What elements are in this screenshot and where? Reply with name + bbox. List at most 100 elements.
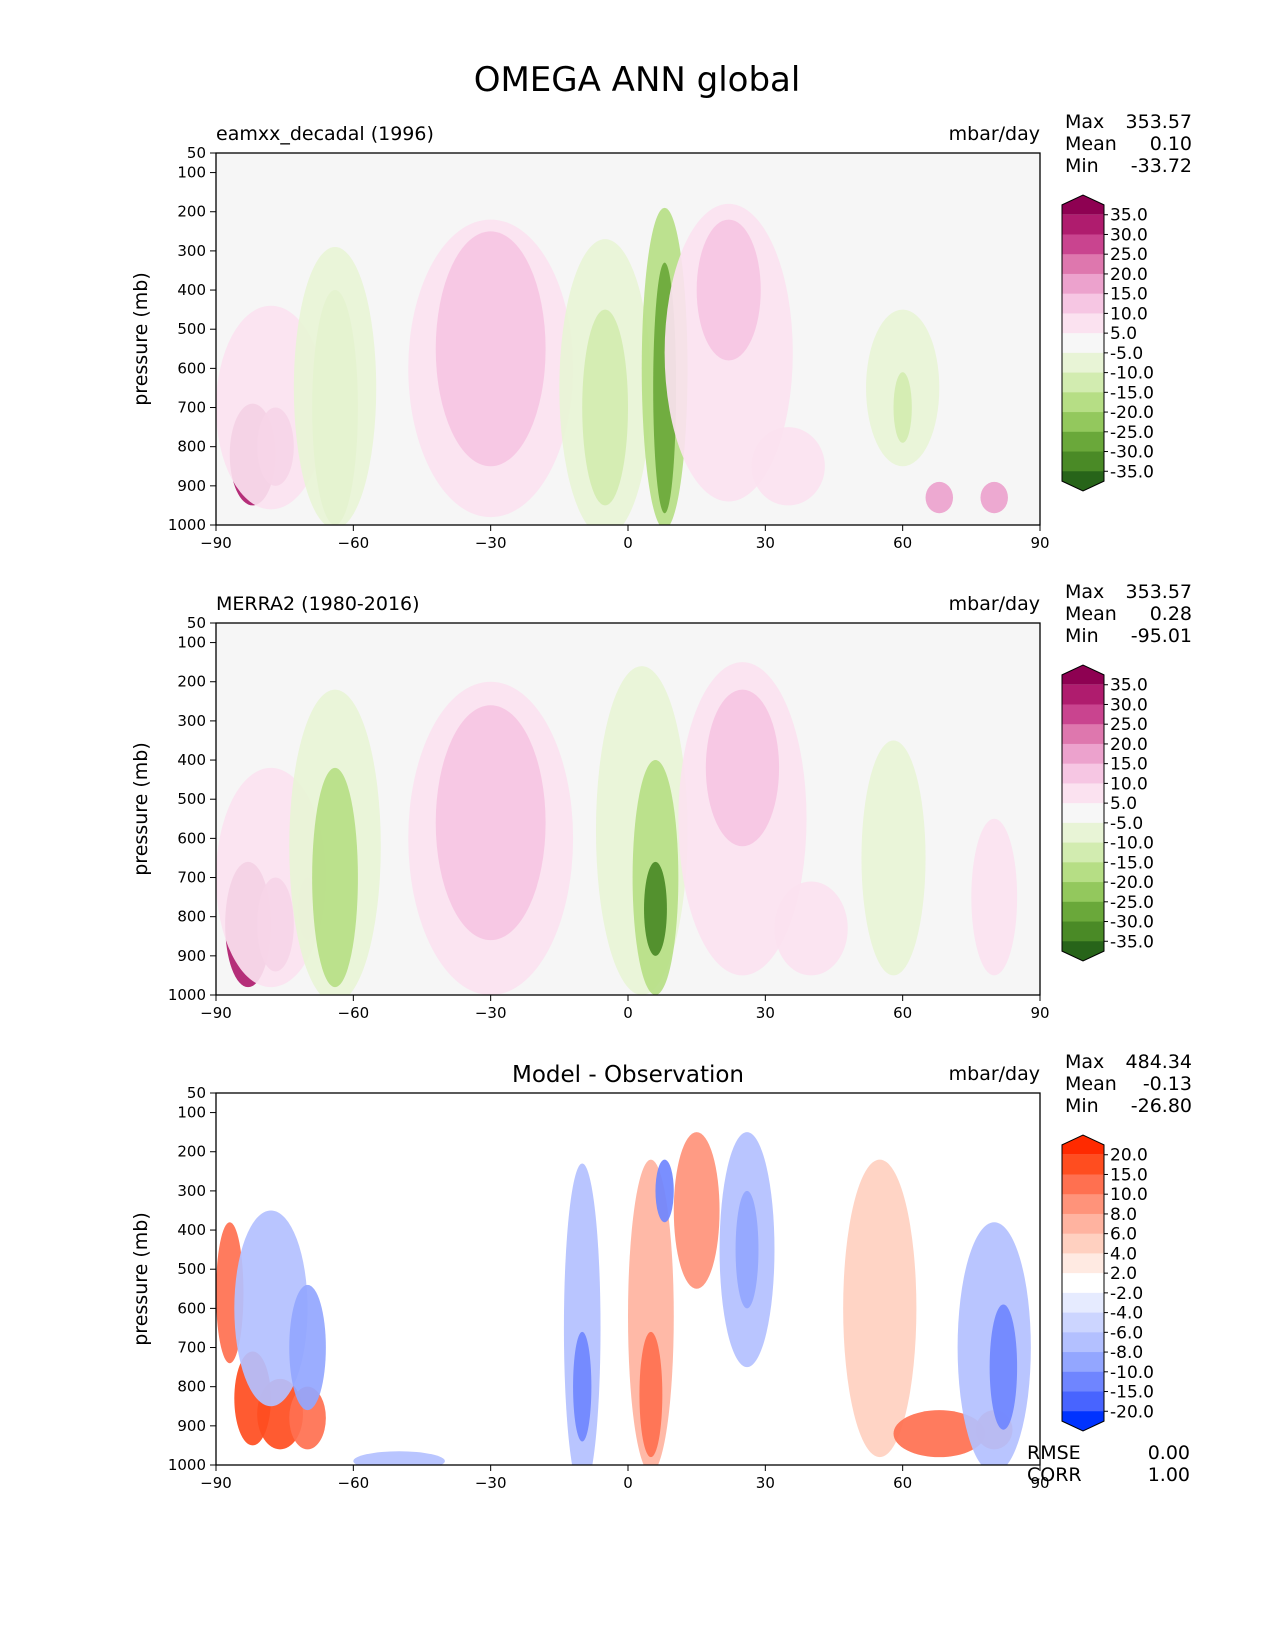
- contour-region: [563, 1163, 601, 1465]
- panel-reference: −90 −60 −30 0 30 60 90 50 100 200 300 400 500 600 700 8…: [130, 581, 1192, 1022]
- contour-region: [639, 1331, 663, 1458]
- colorbar-label: -30.0: [1110, 913, 1154, 933]
- panel-units: mbar/day: [949, 593, 1040, 615]
- y-tick-label: 1000: [168, 986, 206, 1004]
- x-tick-label: 0: [623, 1004, 633, 1022]
- x-tick-label: 90: [1030, 1004, 1049, 1022]
- colorbar-outline: [1061, 1134, 1105, 1432]
- colorbar-label: 30.0: [1110, 695, 1148, 715]
- colorbar-segment: [1062, 901, 1104, 923]
- colorbar-segment: [1062, 234, 1104, 255]
- colorbar-label: -5.0: [1110, 344, 1143, 364]
- colorbar-label: 5.0: [1110, 794, 1137, 814]
- y-tick-label: 600: [177, 1299, 206, 1317]
- contour-region: [582, 309, 628, 506]
- plot-background: [216, 1093, 1040, 1465]
- figure-title: OMEGA ANN global: [474, 60, 801, 100]
- colorbar-label: -5.0: [1110, 814, 1143, 834]
- x-tick-label: −90: [200, 1004, 232, 1022]
- y-tick-label: 1000: [168, 1456, 206, 1474]
- contour-region: [843, 1159, 917, 1458]
- colorbar-segment: [1062, 684, 1104, 705]
- contour-region: [573, 1331, 592, 1442]
- stat-value: 0.10: [1150, 133, 1192, 155]
- contour-region: [435, 705, 546, 941]
- colorbar-label: 15.0: [1110, 285, 1148, 305]
- colorbar-segment: [1062, 451, 1104, 472]
- colorbar-label: -10.0: [1110, 1363, 1154, 1383]
- colorbar-segment: [1062, 743, 1104, 765]
- stat-value: 484.34: [1126, 1051, 1192, 1073]
- stat-value: -26.80: [1131, 1095, 1192, 1117]
- colorbar-extend-min: [1062, 1411, 1104, 1431]
- y-tick-label: 100: [177, 634, 206, 652]
- colorbar-segment: [1062, 882, 1104, 903]
- stat-value: 1.00: [1148, 1464, 1190, 1486]
- stat-label: Max: [1065, 581, 1104, 603]
- colorbar-segment: [1062, 431, 1104, 453]
- panel-difference: −90 −60 −30 0 30 60 90 50 100 200 300 400 500 600 700 8…: [130, 1051, 1192, 1492]
- colorbar-segment: [1062, 1194, 1104, 1215]
- contour-region: [893, 1410, 986, 1458]
- y-tick-label: 1000: [168, 516, 206, 534]
- colorbar-outline: [1061, 194, 1105, 492]
- contour-region: [293, 247, 377, 525]
- contour-region: [989, 1304, 1018, 1430]
- contour-region: [893, 372, 912, 443]
- colorbar-extend-min: [1062, 471, 1104, 491]
- y-tick-label: 300: [177, 712, 206, 730]
- colorbar: 20.015.010.08.06.04.02.0-2.0-4.0-6.0-8.0…: [1061, 1134, 1154, 1432]
- x-tick-label: 30: [756, 1474, 775, 1492]
- colorbar-label: 35.0: [1110, 676, 1148, 696]
- colorbar-segment: [1062, 862, 1104, 883]
- contour-region: [696, 219, 761, 361]
- colorbar-segment: [1062, 822, 1104, 844]
- contour-region: [673, 1132, 720, 1289]
- colorbar: 35.030.025.020.015.010.05.0-5.0-10.0-15.…: [1061, 194, 1154, 492]
- stat-label: Max: [1065, 1051, 1104, 1073]
- panel-units: mbar/day: [949, 123, 1040, 145]
- colorbar-segment: [1062, 273, 1104, 295]
- x-tick-label: 60: [893, 1004, 912, 1022]
- colorbar-label: -2.0: [1110, 1284, 1143, 1304]
- panel-title-left: MERRA2 (1980-2016): [216, 593, 420, 615]
- x-tick-label: −60: [338, 1474, 370, 1492]
- colorbar-label: 8.0: [1110, 1205, 1137, 1225]
- y-tick-label: 100: [177, 164, 206, 182]
- colorbar-segment: [1062, 412, 1104, 433]
- x-tick-label: −60: [338, 534, 370, 552]
- colorbar-label: 10.0: [1110, 304, 1148, 324]
- x-tick-label: −90: [200, 534, 232, 552]
- stat-value: 353.57: [1126, 111, 1192, 133]
- colorbar-extend-max: [1062, 195, 1104, 215]
- colorbar-segment: [1062, 1391, 1104, 1412]
- x-tick-label: 90: [1030, 534, 1049, 552]
- colorbar-segment: [1062, 1233, 1104, 1254]
- stat-label: Min: [1065, 155, 1099, 177]
- colorbar-label: -15.0: [1110, 853, 1154, 873]
- y-tick-label: 50: [187, 614, 206, 632]
- y-axis-label: pressure (mb): [130, 742, 152, 876]
- colorbar-segment: [1062, 313, 1104, 334]
- contour-region: [312, 767, 358, 988]
- stat-label: Max: [1065, 111, 1104, 133]
- stat-value: 0.28: [1150, 603, 1192, 625]
- colorbar-extend-min: [1062, 941, 1104, 961]
- y-tick-label: 700: [177, 869, 206, 887]
- x-tick-label: −30: [475, 1474, 507, 1492]
- colorbar-label: -15.0: [1110, 383, 1154, 403]
- colorbar-label: -20.0: [1110, 873, 1154, 893]
- colorbar-segment: [1062, 1253, 1104, 1274]
- contour-region: [644, 861, 667, 956]
- colorbar-segment: [1062, 1292, 1104, 1314]
- colorbar-label: 25.0: [1110, 715, 1148, 735]
- colorbar-label: -35.0: [1110, 932, 1154, 952]
- contour-region: [774, 881, 848, 976]
- y-tick-label: 700: [177, 399, 206, 417]
- colorbar-segment: [1062, 352, 1104, 374]
- stat-label: Mean: [1065, 1073, 1117, 1095]
- stat-label: RMSE: [1027, 1442, 1081, 1464]
- colorbar-label: 15.0: [1110, 1165, 1148, 1185]
- stat-label: Mean: [1065, 603, 1117, 625]
- contour-region: [628, 1159, 674, 1465]
